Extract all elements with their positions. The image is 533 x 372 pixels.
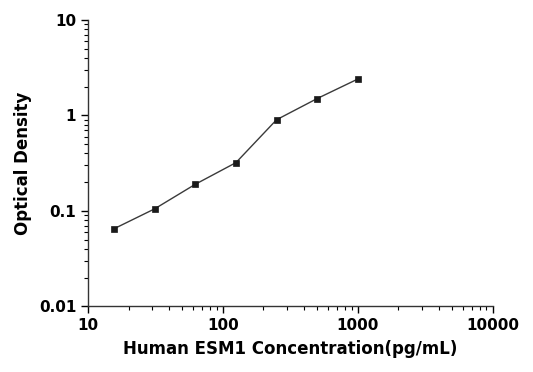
X-axis label: Human ESM1 Concentration(pg/mL): Human ESM1 Concentration(pg/mL) — [123, 340, 457, 358]
Y-axis label: Optical Density: Optical Density — [14, 92, 32, 235]
